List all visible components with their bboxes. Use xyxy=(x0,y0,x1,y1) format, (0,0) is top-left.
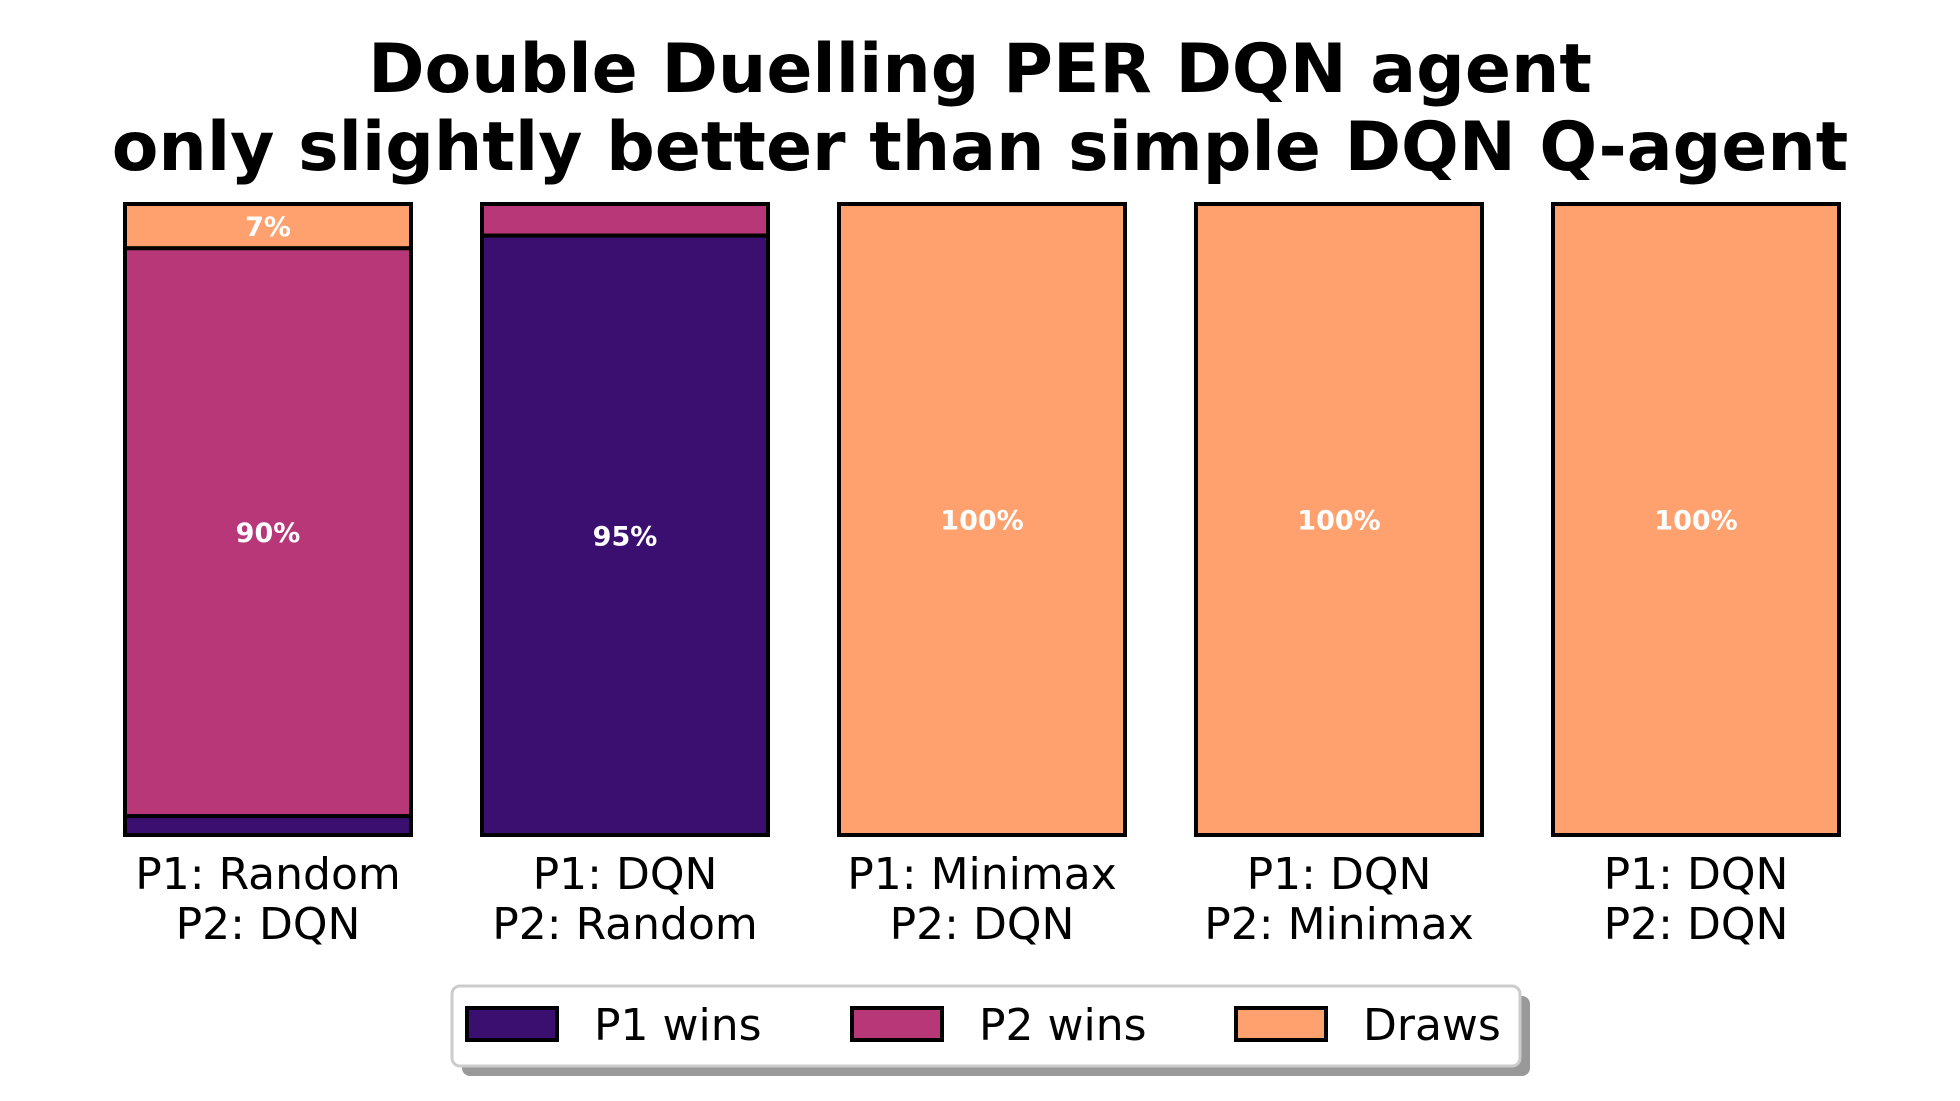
x-tick-label-3-line-1: P1: Minimax xyxy=(847,849,1117,900)
x-tick-label-5-line-2: P2: DQN xyxy=(1604,899,1789,950)
legend-label-draws: Draws xyxy=(1363,1000,1501,1051)
x-tick-label-4-line-1: P1: DQN xyxy=(1247,849,1432,900)
bar-draws-4 xyxy=(1194,202,1484,837)
x-tick-label-2-line-2: P2: Random xyxy=(492,899,758,950)
legend: P1 wins P2 wins Draws xyxy=(450,984,1530,1076)
data-label-draws-5: 100% xyxy=(1654,506,1737,537)
x-tick-label-5-line-1: P1: DQN xyxy=(1604,849,1789,900)
bar-p2-wins-1 xyxy=(123,246,413,819)
chart-title: Double Duelling PER DQN agent only sligh… xyxy=(112,30,1849,187)
x-tick-label-1-line-2: P2: DQN xyxy=(176,899,361,950)
data-label-p2-wins-1: 90% xyxy=(236,518,301,549)
data-label-draws-3: 100% xyxy=(940,506,1023,537)
data-label-draws-1: 7% xyxy=(245,212,291,243)
bar-draws-1 xyxy=(123,202,413,251)
x-tick-label-2-line-1: P1: DQN xyxy=(533,849,718,900)
legend-swatch-draws xyxy=(1234,1006,1328,1042)
bar-draws-5 xyxy=(1551,202,1841,837)
plot-area: 90% 7% 95% 100% 100% 100% xyxy=(123,202,1841,838)
bar-p2-wins-2 xyxy=(480,202,770,238)
chart-title-line-1: Double Duelling PER DQN agent xyxy=(368,30,1592,109)
legend-swatch-p1-wins xyxy=(465,1006,559,1042)
legend-label-p2-wins: P2 wins xyxy=(979,1000,1147,1051)
data-label-p1-wins-2: 95% xyxy=(593,521,658,552)
bar-p1-wins-1 xyxy=(123,814,413,838)
data-label-draws-4: 100% xyxy=(1297,506,1380,537)
chart-title-line-2: only slightly better than simple DQN Q-a… xyxy=(112,108,1849,187)
legend-label-p1-wins: P1 wins xyxy=(594,1000,762,1051)
bar-draws-3 xyxy=(837,202,1127,837)
x-tick-label-3-line-2: P2: DQN xyxy=(890,899,1075,950)
legend-swatch-p2-wins xyxy=(850,1006,944,1042)
x-tick-label-4-line-2: P2: Minimax xyxy=(1204,899,1474,950)
x-tick-label-1-line-1: P1: Random xyxy=(135,849,401,900)
